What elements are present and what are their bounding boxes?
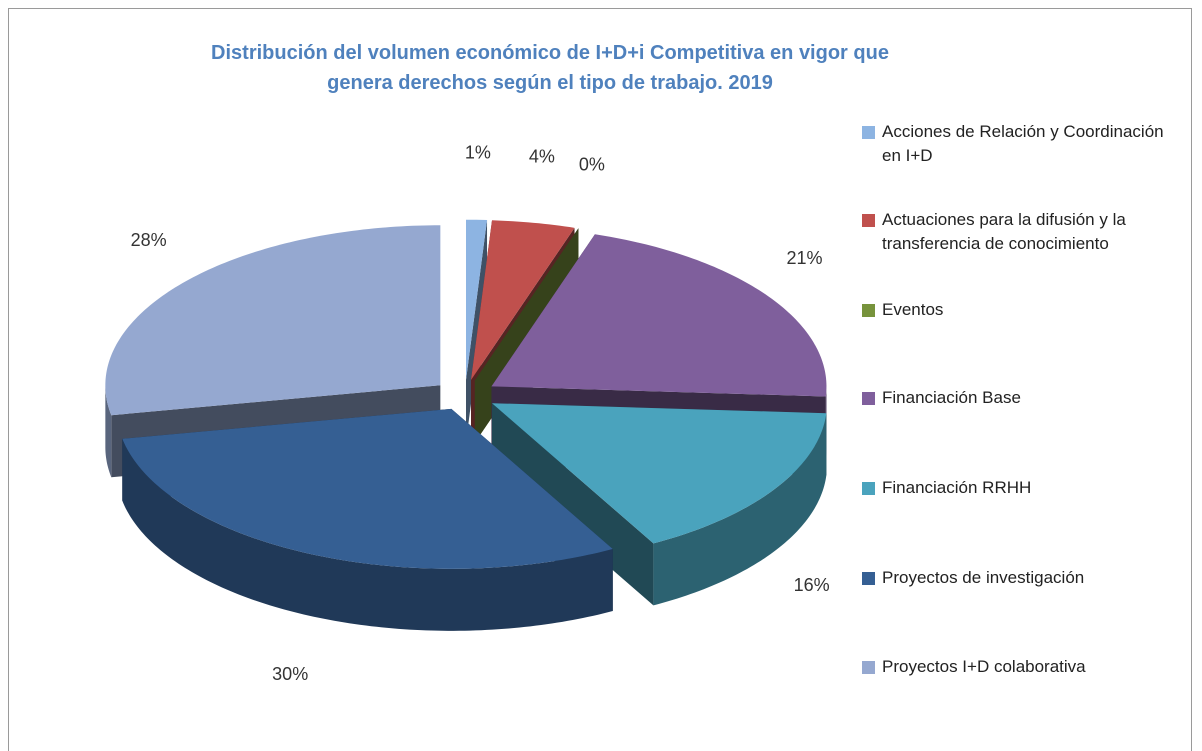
slice-top	[491, 234, 827, 397]
legend-swatch	[862, 126, 875, 139]
slice-wall	[122, 438, 613, 631]
legend-item: Financiación Base	[862, 386, 1172, 410]
data-label: 0%	[579, 154, 605, 174]
slice-top	[466, 219, 488, 380]
data-label: 21%	[787, 248, 823, 268]
legend-swatch	[862, 392, 875, 405]
legend-label: Proyectos de investigación	[882, 568, 1085, 587]
legend-label: Acciones de Relación y Coordinación en I…	[882, 122, 1164, 165]
slice-wall	[653, 413, 827, 606]
legend-item: Proyectos I+D colaborativa	[862, 655, 1172, 679]
legend-label: Financiación RRHH	[882, 478, 1032, 497]
legend-swatch	[862, 661, 875, 674]
slice-top	[122, 408, 613, 569]
slice-wall	[105, 385, 112, 478]
legend-item: Actuaciones para la difusión y la transf…	[862, 208, 1172, 256]
legend-item: Eventos	[862, 298, 1172, 322]
slice-top	[492, 403, 827, 544]
slice-side	[492, 403, 654, 606]
data-label: 30%	[272, 664, 308, 684]
chart-frame	[8, 8, 1192, 751]
data-label: 16%	[794, 575, 830, 595]
legend-label: Proyectos I+D colaborativa	[882, 657, 1086, 676]
legend-item: Acciones de Relación y Coordinación en I…	[862, 120, 1172, 168]
slice-top	[470, 220, 575, 380]
legend-swatch	[862, 214, 875, 227]
legend-label: Eventos	[882, 300, 944, 319]
legend-swatch	[862, 304, 875, 317]
data-label: 1%	[465, 143, 491, 163]
legend-swatch	[862, 482, 875, 495]
legend-label: Actuaciones para la difusión y la transf…	[882, 210, 1126, 253]
pie-slice	[492, 403, 827, 606]
legend-label: Financiación Base	[882, 388, 1021, 407]
chart-title: Distribución del volumen económico de I+…	[211, 42, 889, 94]
legend-item: Financiación RRHH	[862, 476, 1172, 500]
data-label: 4%	[529, 147, 555, 167]
legend-item: Proyectos de investigación	[862, 566, 1172, 590]
legend-swatch	[862, 572, 875, 585]
slice-top	[105, 225, 441, 416]
data-label: 28%	[131, 230, 167, 250]
pie-slice	[122, 408, 613, 631]
